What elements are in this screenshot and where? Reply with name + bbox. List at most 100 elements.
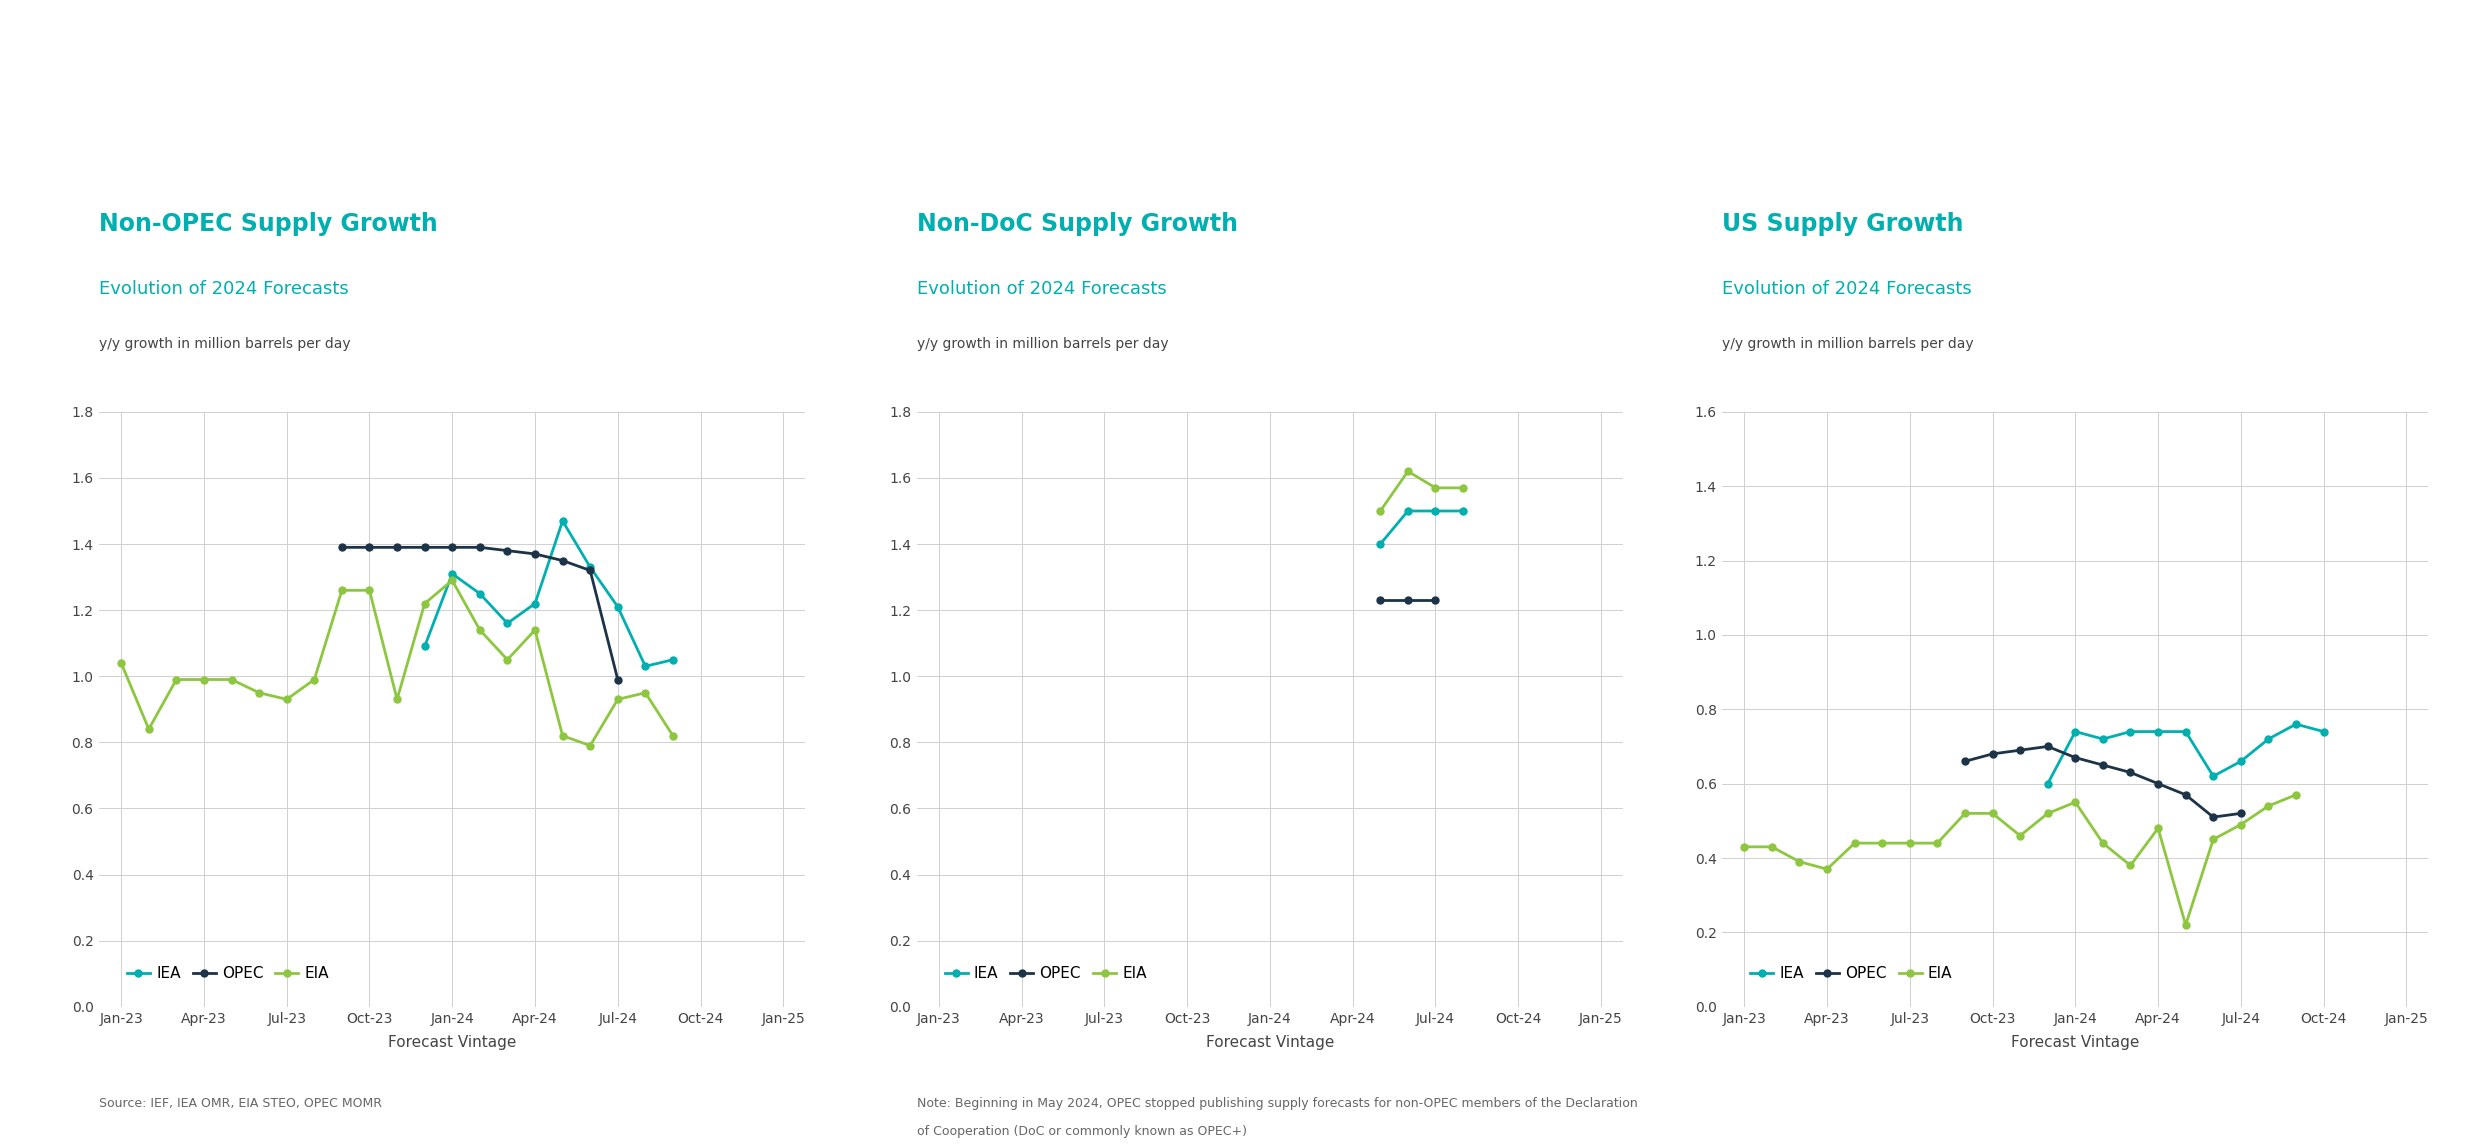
EIA [466, 623, 496, 637]
OPEC [2005, 744, 2034, 757]
IEA [2282, 717, 2312, 731]
OPEC [2089, 758, 2119, 772]
IEA [466, 587, 496, 601]
IEA [1420, 505, 1450, 518]
EIA [2059, 795, 2089, 809]
EIA [216, 673, 245, 686]
IEA [2225, 755, 2255, 769]
OPEC [2116, 765, 2146, 779]
EIA [354, 583, 384, 597]
EIA [1839, 836, 1868, 850]
Legend: IEA, OPEC, EIA: IEA, OPEC, EIA [1745, 960, 1958, 987]
IEA [2089, 732, 2119, 746]
OPEC [548, 554, 577, 567]
IEA [1365, 538, 1395, 551]
OPEC [2171, 788, 2200, 802]
Text: y/y growth in million barrels per day: y/y growth in million barrels per day [99, 337, 352, 351]
X-axis label: Forecast Vintage: Forecast Vintage [1207, 1034, 1333, 1049]
Line: EIA: EIA [1378, 468, 1467, 515]
OPEC [2059, 750, 2089, 764]
EIA [273, 692, 302, 706]
EIA [2005, 828, 2034, 842]
EIA [1420, 480, 1450, 494]
EIA [659, 729, 689, 742]
IEA [2198, 769, 2228, 782]
EIA [1447, 480, 1477, 494]
EIA [436, 573, 466, 587]
IEA [436, 567, 466, 581]
Text: Evolution of 2024 Forecasts: Evolution of 2024 Forecasts [1722, 280, 1972, 299]
OPEC [1420, 594, 1450, 607]
EIA [1757, 840, 1787, 853]
Text: of Cooperation (DoC or commonly known as OPEC+): of Cooperation (DoC or commonly known as… [917, 1126, 1246, 1138]
OPEC [466, 540, 496, 554]
IEA [575, 561, 605, 574]
EIA [548, 729, 577, 742]
IEA [1393, 505, 1422, 518]
Text: Non-OPEC Supply Growth: Non-OPEC Supply Growth [99, 212, 439, 236]
IEA [493, 617, 523, 630]
OPEC [602, 673, 632, 686]
EIA [1365, 505, 1395, 518]
EIA [520, 623, 550, 637]
Text: Evolution of 2024 Forecasts: Evolution of 2024 Forecasts [917, 280, 1167, 299]
OPEC [436, 540, 466, 554]
IEA [629, 659, 659, 673]
Text: y/y growth in million barrels per day: y/y growth in million barrels per day [917, 337, 1170, 351]
Line: IEA: IEA [2044, 721, 2327, 787]
OPEC [382, 540, 411, 554]
EIA [2143, 821, 2173, 835]
Text: Evolution of 2024 Forecasts: Evolution of 2024 Forecasts [99, 280, 349, 299]
IEA [409, 639, 439, 653]
Legend: IEA, OPEC, EIA: IEA, OPEC, EIA [939, 960, 1152, 987]
Line: OPEC: OPEC [1963, 742, 2245, 820]
EIA [1896, 836, 1925, 850]
Text: Non-DoC Supply Growth: Non-DoC Supply Growth [917, 212, 1239, 236]
IEA [2309, 725, 2339, 739]
EIA [188, 673, 218, 686]
IEA [2143, 725, 2173, 739]
EIA [300, 673, 330, 686]
EIA [1868, 836, 1898, 850]
Line: IEA: IEA [1378, 508, 1467, 548]
EIA [2032, 807, 2062, 820]
EIA [1393, 464, 1422, 478]
Line: OPEC: OPEC [339, 543, 622, 683]
OPEC [2225, 807, 2255, 820]
Text: Note: Beginning in May 2024, OPEC stopped publishing supply forecasts for non-OP: Note: Beginning in May 2024, OPEC stoppe… [917, 1097, 1638, 1110]
IEA [2032, 777, 2062, 791]
EIA [1811, 863, 1841, 876]
EIA [1923, 836, 1953, 850]
EIA [245, 686, 275, 700]
Line: EIA: EIA [1742, 792, 2300, 929]
IEA [2253, 732, 2282, 746]
IEA [520, 597, 550, 611]
EIA [409, 597, 439, 611]
OPEC [575, 564, 605, 578]
OPEC [1393, 594, 1422, 607]
IEA [1447, 505, 1477, 518]
EIA [575, 739, 605, 753]
IEA [548, 514, 577, 527]
EIA [1730, 840, 1759, 853]
EIA [2225, 818, 2255, 832]
X-axis label: Forecast Vintage: Forecast Vintage [389, 1034, 515, 1049]
Text: US Supply Growth: US Supply Growth [1722, 212, 1963, 236]
EIA [2253, 799, 2282, 812]
OPEC [520, 547, 550, 561]
EIA [1977, 807, 2007, 820]
IEA [2171, 725, 2200, 739]
OPEC [2143, 777, 2173, 791]
EIA [382, 692, 411, 706]
OPEC [493, 543, 523, 557]
EIA [161, 673, 191, 686]
EIA [2198, 833, 2228, 847]
EIA [2116, 858, 2146, 873]
IEA [602, 599, 632, 613]
OPEC [1977, 747, 2007, 761]
EIA [2171, 917, 2200, 931]
OPEC [409, 540, 439, 554]
EIA [629, 686, 659, 700]
OPEC [1365, 594, 1395, 607]
X-axis label: Forecast Vintage: Forecast Vintage [2012, 1034, 2139, 1049]
